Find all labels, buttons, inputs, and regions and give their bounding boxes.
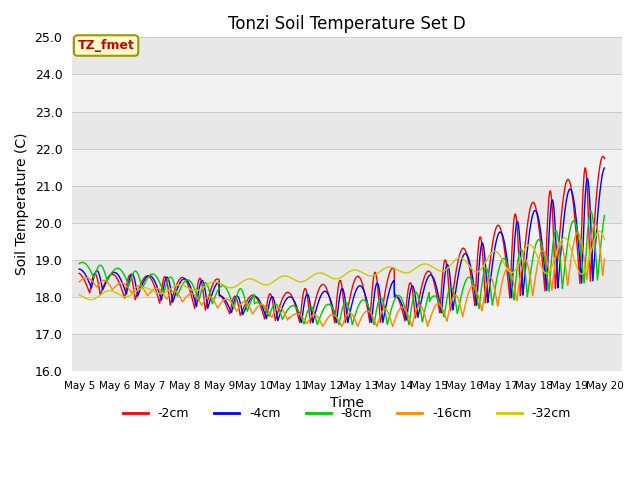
Legend: -2cm, -4cm, -8cm, -16cm, -32cm: -2cm, -4cm, -8cm, -16cm, -32cm (118, 402, 576, 425)
Bar (72, 186, 622, 223)
Bar (72, 74, 622, 111)
Bar (72, 223, 622, 260)
Bar (72, 334, 622, 371)
Text: TZ_fmet: TZ_fmet (77, 39, 134, 52)
X-axis label: Time: Time (330, 396, 364, 410)
Title: Tonzi Soil Temperature Set D: Tonzi Soil Temperature Set D (228, 15, 466, 33)
Bar (72, 111, 622, 149)
Bar (72, 37, 622, 74)
Bar (72, 297, 622, 334)
Bar (72, 260, 622, 297)
Y-axis label: Soil Temperature (C): Soil Temperature (C) (15, 133, 29, 276)
Bar (72, 149, 622, 186)
